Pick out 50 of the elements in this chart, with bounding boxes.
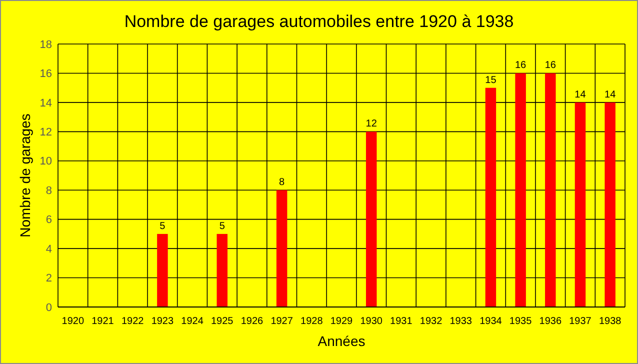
x-tick-label: 1920 [62,316,84,327]
data-label: 12 [366,118,378,130]
bar [366,132,377,307]
data-label: 5 [160,220,166,232]
y-tick-label: 4 [46,243,52,256]
x-tick-label: 1936 [539,316,562,327]
x-tick-label: 1933 [450,316,472,327]
bar [216,234,228,307]
y-tick-label: 2 [46,272,52,285]
x-tick-label: 1935 [509,316,532,327]
data-label: 8 [279,177,286,188]
x-tick-label: 1934 [480,316,502,327]
x-tick-label: 1938 [598,316,622,327]
bar [485,88,496,307]
bar [157,234,168,307]
y-tick-label: 16 [40,68,52,80]
y-tick-label: 14 [40,97,52,110]
bar [604,102,616,307]
x-tick-label: 1921 [92,316,114,327]
x-tick-label: 1926 [240,316,264,327]
bar [515,73,526,307]
x-tick-label: 1922 [121,316,144,327]
x-tick-label: 1929 [330,316,354,327]
x-tick-label: 1932 [420,316,443,327]
x-tick-label: 1928 [300,316,324,327]
x-tick-label: 1923 [151,316,174,327]
data-label: 14 [604,89,616,100]
bar [574,102,586,307]
y-axis-title: Nombre de garages [17,114,33,238]
y-tick-label: 18 [40,38,52,51]
y-tick-label: 10 [40,156,52,168]
data-label: 5 [219,220,226,232]
data-label: 16 [544,60,556,72]
data-label: 16 [514,60,527,72]
y-tick-label: 12 [40,126,52,139]
y-tick-label: 8 [46,184,52,197]
bar [545,73,556,307]
y-tick-label: 0 [46,302,52,314]
bar [276,190,288,307]
x-tick-label: 1925 [211,316,234,327]
x-tick-label: 1931 [390,316,413,327]
x-tick-label: 1937 [569,316,592,327]
x-tick-label: 1930 [360,316,383,327]
x-tick-label: 1924 [181,316,204,327]
data-label: 15 [485,74,497,86]
x-axis-title: Années [318,333,366,349]
data-label: 14 [574,89,586,100]
y-tick-label: 6 [46,214,52,226]
x-tick-label: 1927 [270,316,294,327]
chart-title: Nombre de garages automobiles entre 1920 à 1938 [124,12,514,31]
